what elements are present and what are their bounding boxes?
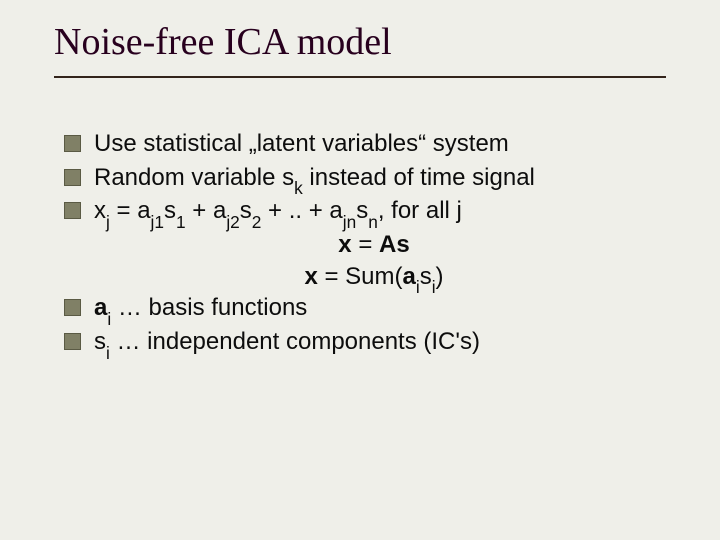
square-bullet-icon — [64, 135, 81, 152]
slide-body: Use statistical „latent variables“ syste… — [64, 128, 674, 360]
square-bullet-icon — [64, 299, 81, 316]
square-bullet-icon — [64, 169, 81, 186]
bullet-item: xj = aj1s1 + aj2s2 + .. + ajnsn, for all… — [64, 195, 674, 227]
bullet-text: ai … basis functions — [94, 294, 307, 321]
bullet-text: xj = aj1s1 + aj2s2 + .. + ajnsn, for all… — [94, 197, 462, 224]
bullet-item: si … independent components (IC's) — [64, 326, 674, 358]
equation-line: x = As — [64, 229, 654, 261]
slide: Noise-free ICA model Use statistical „la… — [0, 0, 720, 540]
bullet-text: Random variable sk instead of time signa… — [94, 164, 535, 191]
square-bullet-icon — [64, 202, 81, 219]
bullet-item: Use statistical „latent variables“ syste… — [64, 128, 674, 160]
bullet-item: ai … basis functions — [64, 292, 674, 324]
slide-title: Noise-free ICA model — [54, 20, 392, 64]
bullet-item: Random variable sk instead of time signa… — [64, 162, 674, 194]
bullet-text: si … independent components (IC's) — [94, 328, 480, 355]
bullet-text: Use statistical „latent variables“ syste… — [94, 130, 509, 157]
title-underline — [54, 76, 666, 78]
square-bullet-icon — [64, 333, 81, 350]
equation-line: x = Sum(aisi) — [64, 261, 654, 293]
